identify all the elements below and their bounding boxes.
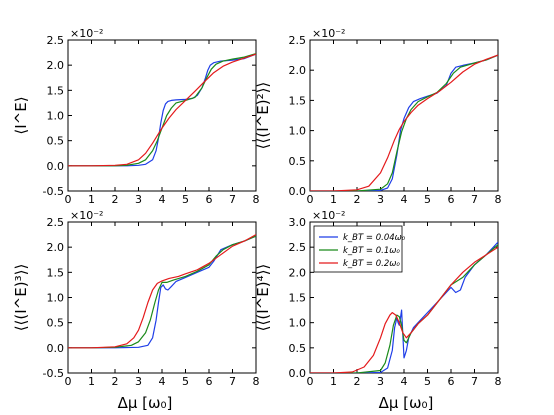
y-tick-label: 0.5	[289, 342, 307, 355]
y-tick-label: 1.0	[47, 110, 65, 123]
series-line-1	[68, 53, 256, 167]
y-multiplier: ×10⁻²	[70, 27, 103, 40]
y-tick-label: 1.0	[47, 292, 65, 305]
y-tick-label: 0.0	[47, 160, 65, 173]
panel-4: 0 1 2 3 4 5 6 7 8 0.0 0.5 1.0 1.5 2.0 2.5 3.0 ×10⁻² ⟨⟨(I^…	[254, 209, 502, 388]
x-tick-label: 1	[88, 375, 95, 388]
x-axis-label-right: Δμ [ω₀]	[379, 394, 434, 412]
x-tick-label: 2	[112, 193, 119, 206]
x-tick-label: 0	[65, 375, 72, 388]
y-tick-label: 1.5	[47, 84, 65, 97]
y-tick-label: -0.5	[43, 367, 64, 380]
x-tick-label: 7	[229, 193, 236, 206]
x-tick-label: 4	[159, 375, 166, 388]
x-tick-label: 6	[206, 193, 213, 206]
x-tick-label: 4	[401, 193, 408, 206]
series-line-3	[68, 234, 256, 349]
x-tick-label: 8	[495, 193, 502, 206]
x-tick-label: 3	[377, 375, 384, 388]
x-tick-label: 0	[65, 193, 72, 206]
y-tick-label: 0.0	[47, 342, 65, 355]
y-tick-label: 1.5	[289, 94, 307, 107]
x-tick-label: 7	[471, 193, 478, 206]
y-multiplier: ×10⁻²	[312, 27, 345, 40]
x-tick-label: 6	[448, 193, 455, 206]
y-tick-label: 3.0	[289, 216, 307, 229]
legend-entry: k_BT = 0.2ω₀	[343, 259, 400, 269]
series-line-2	[310, 244, 498, 373]
y-tick-label: 0.5	[47, 135, 65, 148]
x-tick-label: 7	[471, 375, 478, 388]
legend-entry: k_BT = 0.1ω₀	[343, 246, 400, 256]
y-tick-label: 2.0	[47, 241, 65, 254]
y-tick-label: 2.0	[289, 266, 307, 279]
x-tick-label: 3	[377, 193, 384, 206]
series-line-3	[310, 54, 498, 191]
y-tick-label: 1.0	[289, 317, 307, 330]
x-tick-label: 5	[424, 375, 431, 388]
x-axis-label-left: Δμ [ω₀]	[118, 394, 173, 412]
series-line-1	[68, 235, 256, 349]
x-tick-label: 4	[159, 193, 166, 206]
x-tick-label: 5	[182, 193, 189, 206]
y-tick-label: 2.5	[289, 241, 307, 254]
y-tick-label: 2.5	[47, 216, 65, 229]
y-tick-label: 2.5	[289, 34, 307, 47]
x-tick-label: 3	[135, 193, 142, 206]
y-tick-label: 0.0	[289, 185, 307, 198]
x-tick-label: 5	[182, 375, 189, 388]
panel-2: 0 1 2 3 4 5 6 7 8 0.0 0.5 1.0 1.5 2.0 2.5 ×10⁻² ⟨⟨(I^E)²…	[254, 27, 502, 206]
y-axis-label: ⟨⟨(I^E)³⟩⟩	[12, 264, 30, 332]
y-multiplier: ×10⁻²	[312, 209, 345, 222]
y-tick-label: 1.5	[47, 266, 65, 279]
y-tick-label: 0.0	[289, 367, 307, 380]
legend-box	[313, 225, 403, 273]
x-tick-label: 1	[330, 193, 337, 206]
x-tick-label: 6	[206, 375, 213, 388]
x-tick-label: 2	[112, 375, 119, 388]
series-line-3	[68, 53, 256, 167]
x-tick-label: 0	[307, 193, 314, 206]
series-line-3	[310, 246, 498, 373]
x-tick-label: 1	[330, 375, 337, 388]
x-tick-label: 3	[135, 375, 142, 388]
x-tick-label: 2	[354, 375, 361, 388]
plot-frame	[67, 221, 257, 374]
x-tick-label: 2	[354, 193, 361, 206]
x-tick-label: 8	[253, 375, 260, 388]
y-axis-label: ⟨⟨(I^E)⁴⟩⟩	[254, 264, 272, 332]
y-tick-label: 2.0	[289, 64, 307, 77]
series-line-1	[310, 241, 498, 373]
x-tick-label: 1	[88, 193, 95, 206]
y-multiplier: ×10⁻²	[70, 209, 103, 222]
y-tick-label: 1.5	[289, 292, 307, 305]
x-tick-label: 7	[229, 375, 236, 388]
series-line-2	[68, 53, 256, 167]
y-axis-label: ⟨I^E⟩	[12, 96, 30, 134]
x-tick-label: 4	[401, 375, 408, 388]
plot-frame	[309, 39, 499, 192]
series-line-2	[310, 54, 498, 191]
x-tick-label: 5	[424, 193, 431, 206]
y-axis-label: ⟨⟨(I^E)²⟩⟩	[254, 82, 272, 150]
x-tick-label: 8	[253, 193, 260, 206]
panel-3: 0 1 2 3 4 5 6 7 8 -0.5 0.0 0.5 1.0 1.5 2.0 2.5 ×10⁻² ⟨⟨(I…	[12, 209, 260, 388]
y-tick-label: 1.0	[289, 125, 307, 138]
y-tick-label: 2.5	[47, 34, 65, 47]
panel-1: 0 1 2 3 4 5 6 7 8 -0.5 0.0 0.5 1.0 1.5 2.0 2.5 ×10⁻² ⟨I^E…	[12, 27, 260, 206]
y-tick-label: 0.5	[47, 317, 65, 330]
series-line-1	[310, 54, 498, 191]
x-tick-label: 6	[448, 375, 455, 388]
x-tick-label: 8	[495, 375, 502, 388]
y-tick-label: -0.5	[43, 185, 64, 198]
series-line-2	[68, 235, 256, 349]
legend-entry: k_BT = 0.04ω₀	[343, 233, 406, 243]
x-tick-label: 0	[307, 375, 314, 388]
y-tick-label: 2.0	[47, 59, 65, 72]
y-tick-label: 0.5	[289, 155, 307, 168]
legend: k_BT = 0.04ω₀ k_BT = 0.1ω₀ k_BT = 0.2ω₀	[313, 225, 406, 273]
